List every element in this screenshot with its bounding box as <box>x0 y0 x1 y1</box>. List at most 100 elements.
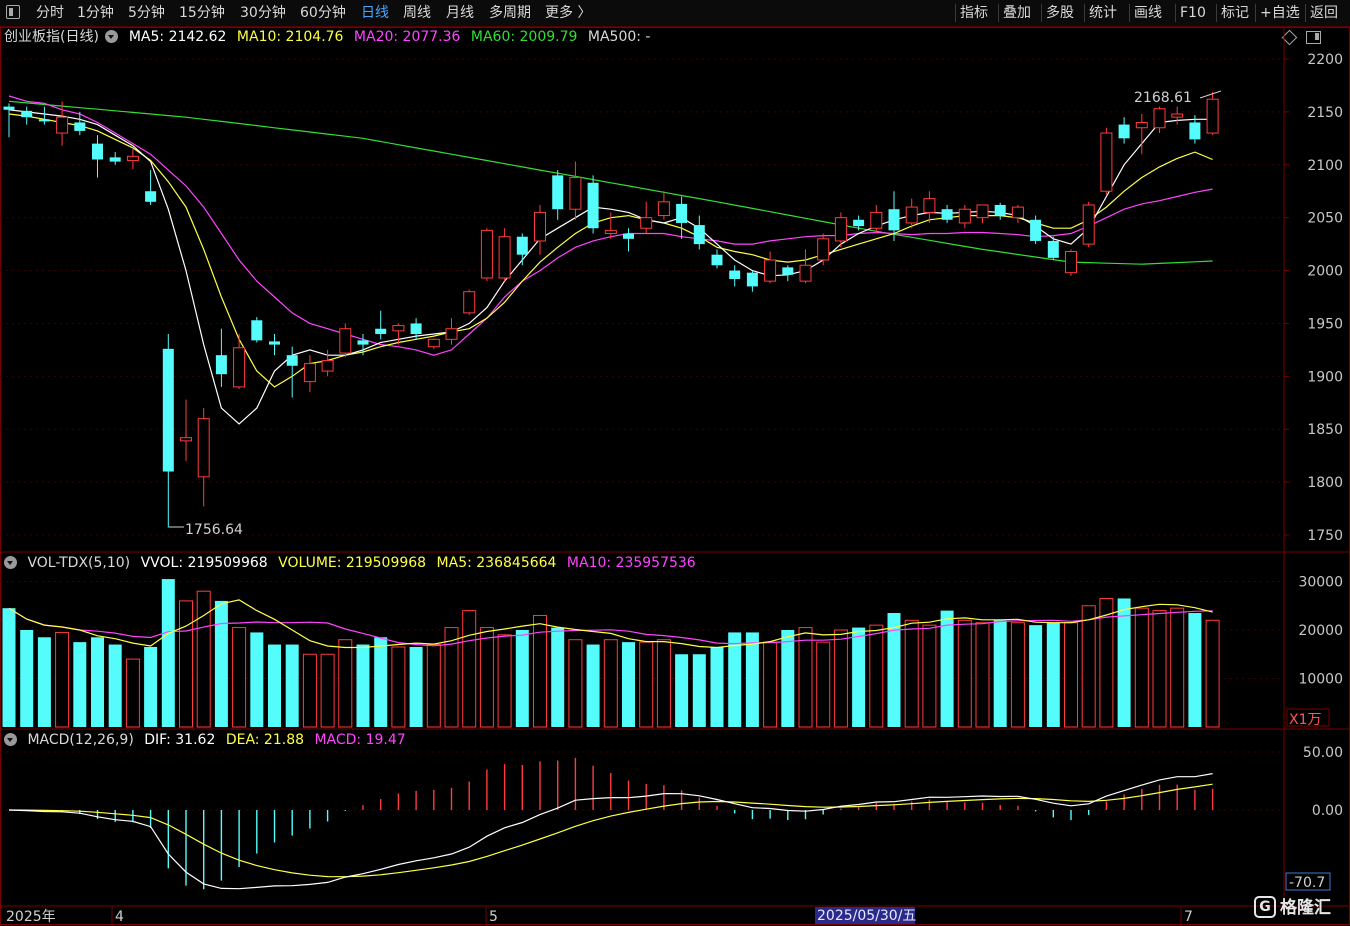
macd-min-label: -70.7 <box>1289 875 1325 891</box>
tool-button-4[interactable]: 画线 <box>1134 5 1162 21</box>
candle-body-up <box>1171 113 1184 118</box>
tool-button-1[interactable]: 叠加 <box>1003 5 1031 21</box>
tool-button-5[interactable]: F10 <box>1180 5 1206 21</box>
tool-button-7[interactable]: +自选 <box>1260 5 1300 21</box>
window-toggle-icon[interactable] <box>1306 31 1321 44</box>
candle-body-up <box>445 328 458 340</box>
candle-body-up <box>1082 204 1095 245</box>
volume-bar-down <box>356 644 370 727</box>
volume-dropdown-icon[interactable] <box>4 556 17 569</box>
macd-dropdown-icon[interactable] <box>4 733 17 746</box>
macd-info-bar: MACD(12,26,9) DIF: 31.62 DEA: 21.88 MACD… <box>4 730 412 750</box>
candle-body-down <box>3 106 15 110</box>
volume-bar-down <box>144 646 158 727</box>
candle-body-down <box>357 340 369 345</box>
volume-bar-down <box>108 644 122 727</box>
time-month-label: 4 <box>115 909 124 925</box>
price-tick-label: 1850 <box>1307 422 1343 438</box>
macd-title: MACD(12,26,9) <box>27 732 134 748</box>
candle-body-up <box>1135 121 1148 129</box>
time-year-label: 2025年 <box>6 909 56 925</box>
period-tab-2[interactable]: 5分钟 <box>128 5 165 21</box>
candle-body-up <box>392 325 405 332</box>
panel-dropdown-icon[interactable] <box>105 30 119 43</box>
candle-body-down <box>162 348 174 472</box>
watermark-text: 格隆汇 <box>1280 898 1331 918</box>
period-tab-0[interactable]: 分时 <box>36 5 64 21</box>
tool-button-8[interactable]: 返回 <box>1310 5 1338 21</box>
toolbar-divider <box>1041 4 1042 22</box>
price-tick-label: 2100 <box>1307 158 1343 174</box>
volume-bar-down <box>1029 625 1043 727</box>
candle-body-up <box>534 211 546 242</box>
period-tab-7[interactable]: 周线 <box>403 5 431 21</box>
price-tick-label: 2150 <box>1307 105 1343 121</box>
candle-body-down <box>994 204 1006 216</box>
volume-bar-down <box>781 630 795 727</box>
candle-body-up <box>180 437 192 442</box>
dif-line <box>8 773 1213 890</box>
toolbar-divider <box>1216 4 1217 22</box>
candle-body-down <box>74 122 86 131</box>
candle-body-down <box>711 254 723 266</box>
volume-bar-down <box>852 627 866 727</box>
tool-button-3[interactable]: 统计 <box>1089 5 1117 21</box>
candle-body-up <box>870 211 883 229</box>
candle-body-down <box>552 175 564 210</box>
menu-toggle-icon[interactable] <box>6 5 20 19</box>
toolbar-divider <box>1255 4 1256 22</box>
period-tab-6[interactable]: 日线 <box>361 5 389 21</box>
tool-button-6[interactable]: 标记 <box>1221 5 1249 21</box>
volume-bar-up <box>533 614 547 728</box>
price-tick-label: 1900 <box>1307 369 1343 385</box>
candle-body-down <box>516 236 528 255</box>
candle-body-up <box>1100 132 1113 192</box>
volume-bar-up <box>426 644 441 728</box>
cursor-date-box <box>815 907 915 924</box>
period-tab-1[interactable]: 1分钟 <box>77 5 114 21</box>
volume-bar-down <box>20 630 34 727</box>
period-tab-8[interactable]: 月线 <box>446 5 474 21</box>
volume-tick-label: 30000 <box>1298 575 1343 591</box>
volume-bar-up <box>957 619 972 728</box>
volume-bar-up <box>1081 605 1096 728</box>
tool-button-0[interactable]: 指标 <box>960 5 988 21</box>
ma60-value: MA60: 2009.79 <box>470 29 578 45</box>
price-tick-label: 1750 <box>1307 528 1343 544</box>
volume-bar-down <box>374 637 388 727</box>
price-tick-label: 2050 <box>1307 211 1343 227</box>
volume-bar-up <box>798 627 813 728</box>
period-tab-3[interactable]: 15分钟 <box>179 5 225 21</box>
volume-bar-down <box>551 627 565 727</box>
tool-button-2[interactable]: 多股 <box>1046 5 1074 21</box>
period-tab-10[interactable]: 更多 〉 <box>545 5 592 21</box>
volume-info-bar: VOL-TDX(5,10) VVOL: 219509968 VOLUME: 21… <box>4 553 702 573</box>
period-tab-5[interactable]: 60分钟 <box>300 5 346 21</box>
candle-body-up <box>640 217 653 229</box>
volume-bar-up <box>922 624 937 728</box>
candle-body-up <box>339 328 352 354</box>
volume-bar-down <box>887 613 901 727</box>
volume-bar-up <box>232 627 247 728</box>
cursor-date-label: 2025/05/30/五 <box>817 908 916 924</box>
period-tab-4[interactable]: 30分钟 <box>240 5 286 21</box>
candle-body-down <box>1047 240 1059 258</box>
ma10-value: MA10: 2104.76 <box>236 29 344 45</box>
volume-bar-down <box>622 642 635 727</box>
dif-value: DIF: 31.62 <box>144 732 216 748</box>
candle-body-up <box>463 291 476 314</box>
candle-body-up <box>764 259 777 282</box>
volume-bar-up <box>1170 607 1185 728</box>
volume-bar-down <box>285 644 299 727</box>
volume-bar-up <box>462 610 477 728</box>
volume-bar-up <box>904 619 919 728</box>
candle-body-down <box>269 341 280 345</box>
candle-body-up <box>197 418 210 478</box>
candle-body-down <box>587 182 599 229</box>
volume-bar-up <box>55 631 70 728</box>
dea-value: DEA: 21.88 <box>225 732 305 748</box>
volume-unit-label: X1万 <box>1289 712 1322 728</box>
period-tab-9[interactable]: 多周期 <box>489 5 531 21</box>
